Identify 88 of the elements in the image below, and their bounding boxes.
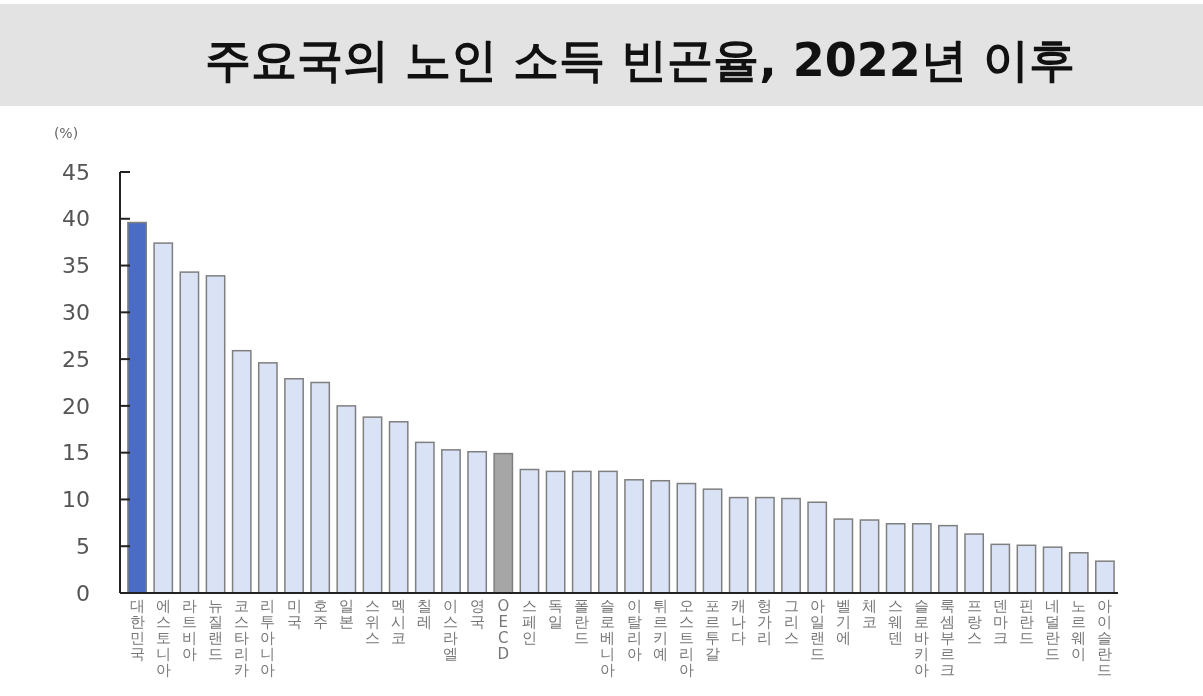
x-tick-label: 핀란드 [1018, 597, 1034, 647]
bar [1042, 546, 1063, 594]
x-tick-label: 이스라엘 [443, 597, 459, 663]
bar [310, 381, 331, 594]
y-tick-label: 0 [76, 580, 90, 606]
x-tick-label: 코스타리카 [234, 597, 250, 679]
x-tick-label: 호주 [312, 597, 328, 631]
bar [911, 523, 932, 594]
bar [859, 519, 880, 594]
bar [414, 441, 435, 594]
x-tick-label: 네덜란드 [1045, 597, 1061, 663]
bar [624, 479, 644, 594]
x-tick-label: 독일 [548, 597, 564, 631]
x-tick-label: 캐나다 [731, 597, 747, 647]
x-tick-label: 프랑스 [966, 597, 982, 647]
x-tick-label: 이탈리아 [626, 597, 642, 663]
x-tick-label: 포르투갈 [705, 597, 721, 663]
bar [205, 275, 226, 594]
x-tick-label: 에스토니아 [155, 597, 171, 679]
bar [257, 362, 278, 594]
bar [1095, 560, 1115, 594]
x-tick-label: 아이슬란드 [1097, 597, 1113, 679]
x-tick-label: 뉴질랜드 [208, 597, 224, 663]
y-tick-label: 10 [62, 487, 90, 513]
bar [545, 470, 566, 594]
y-axis-title: (%) [53, 125, 79, 141]
x-tick-label: 벨기에 [835, 597, 851, 647]
bar [781, 497, 801, 594]
x-tick-label: 헝가리 [757, 597, 773, 647]
y-tick-label: 45 [62, 159, 90, 185]
x-tick-label: 멕시코 [391, 597, 407, 647]
x-tick-label: 미국 [286, 597, 302, 631]
x-tick-label: OECD [497, 597, 510, 663]
y-tick-label: 40 [62, 206, 90, 232]
bar [833, 518, 854, 594]
bar [964, 533, 985, 594]
x-tick-label: 슬로바키아 [914, 597, 930, 679]
x-tick-label: 아일랜드 [809, 597, 825, 663]
bar [179, 271, 200, 594]
x-tick-label: 라트비아 [181, 597, 197, 663]
bar [807, 501, 828, 594]
bar [127, 221, 147, 594]
x-tick-label: 슬로베니아 [600, 597, 616, 679]
bar [676, 482, 697, 594]
x-tick-label: 폴란드 [574, 597, 590, 647]
bar [519, 468, 540, 594]
x-tick-label: 스위스 [365, 597, 380, 647]
bar [702, 488, 723, 594]
x-tick-label: 스웨덴 [888, 597, 904, 647]
x-tick-label: 그리스 [783, 597, 799, 647]
bar [754, 496, 775, 594]
bar [467, 450, 488, 594]
y-tick-label: 35 [62, 253, 90, 279]
y-tick-label: 30 [62, 300, 90, 326]
y-tick-label: 5 [76, 533, 90, 559]
bar [990, 543, 1011, 594]
x-tick-label: 영국 [469, 597, 485, 631]
y-tick-label: 25 [62, 346, 90, 372]
x-tick-label: 리투아니아 [260, 597, 276, 679]
chart-title: 주요국의 노인 소득 빈곤율, 2022년 이후 [205, 33, 1075, 87]
x-tick-label: 칠레 [417, 597, 433, 631]
bar [1016, 544, 1037, 594]
bar [885, 523, 906, 594]
x-tick-label: 스페인 [521, 597, 537, 647]
bar [493, 452, 514, 594]
x-tick-label: 노르웨이 [1071, 597, 1087, 663]
x-tick-label: 대한민국 [129, 597, 145, 663]
x-tick-label: 오스트리아 [678, 597, 694, 679]
y-tick-label: 20 [62, 393, 90, 419]
y-tick-label: 15 [62, 440, 90, 466]
bar [336, 405, 357, 594]
x-tick-label: 덴마크 [992, 597, 1008, 647]
x-tick-label: 체코 [862, 597, 877, 631]
bar [362, 416, 383, 594]
bar [1068, 552, 1089, 594]
x-tick-label: 룩셈부르크 [940, 597, 956, 679]
bar [938, 524, 958, 594]
bar [571, 470, 592, 594]
x-tick-label: 튀르키예 [652, 597, 668, 663]
bar [441, 449, 461, 594]
x-tick-label: 일본 [338, 597, 354, 631]
bar [284, 378, 304, 594]
bar [153, 242, 174, 594]
bar [231, 349, 252, 594]
bar [598, 470, 618, 594]
bar [650, 479, 671, 594]
bar [388, 421, 409, 594]
bar [728, 496, 749, 594]
